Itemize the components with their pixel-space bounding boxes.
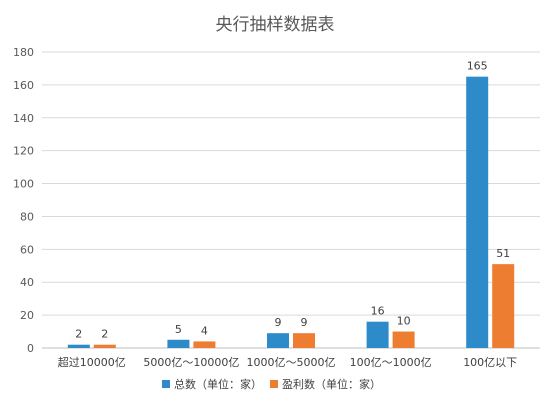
y-tick-label: 20 [20,309,34,322]
bar-profit [93,344,116,348]
x-category-label: 100亿～1000亿 [350,356,432,369]
bar-profit [193,341,216,348]
data-labels: 2 2 5 4 9 9 16 10 165 51 [75,60,510,341]
bar-total [267,333,289,348]
bar-total [466,76,489,349]
legend: 总数（单位：家） 盈利数（单位：家） [162,377,381,391]
data-label: 9 [275,316,282,329]
data-label: 2 [101,328,108,341]
grid-lines [42,51,540,349]
y-axis-ticks: 0 20 40 60 80 100 120 140 160 180 [13,46,34,355]
y-tick-label: 180 [13,46,34,59]
data-label: 165 [467,60,488,73]
legend-swatch [162,380,170,388]
legend-label: 盈利数（单位：家） [282,377,381,391]
y-tick-label: 140 [13,112,34,125]
y-tick-label: 80 [20,210,34,223]
data-label: 16 [371,305,385,318]
bar-profit [293,333,315,348]
y-tick-label: 160 [13,79,34,92]
legend-label: 总数（单位：家） [174,377,262,391]
bar-total [167,339,190,348]
data-label: 4 [201,324,208,337]
data-label: 5 [175,323,182,336]
bar-total [366,321,389,348]
y-tick-label: 0 [27,342,34,355]
y-tick-label: 60 [20,243,34,256]
x-category-label: 100亿以下 [463,356,517,369]
data-label: 10 [397,315,411,328]
bar-profit [392,331,415,348]
data-label: 2 [75,328,82,341]
data-label: 51 [496,247,510,260]
x-category-label: 1000亿～5000亿 [247,356,336,369]
bar-total [67,344,90,348]
data-label: 9 [301,316,308,329]
legend-swatch [270,380,278,388]
x-category-label: 5000亿～10000亿 [143,356,239,369]
y-tick-label: 40 [20,276,34,289]
bar-profit [492,264,515,348]
bars [67,76,515,349]
y-tick-label: 120 [13,145,34,158]
x-category-label: 超过10000亿 [58,355,126,369]
chart-title: 央行抽样数据表 [216,15,335,35]
x-axis-categories: 超过10000亿 5000亿～10000亿 1000亿～5000亿 100亿～1000… [58,355,517,369]
y-tick-label: 100 [13,178,34,191]
